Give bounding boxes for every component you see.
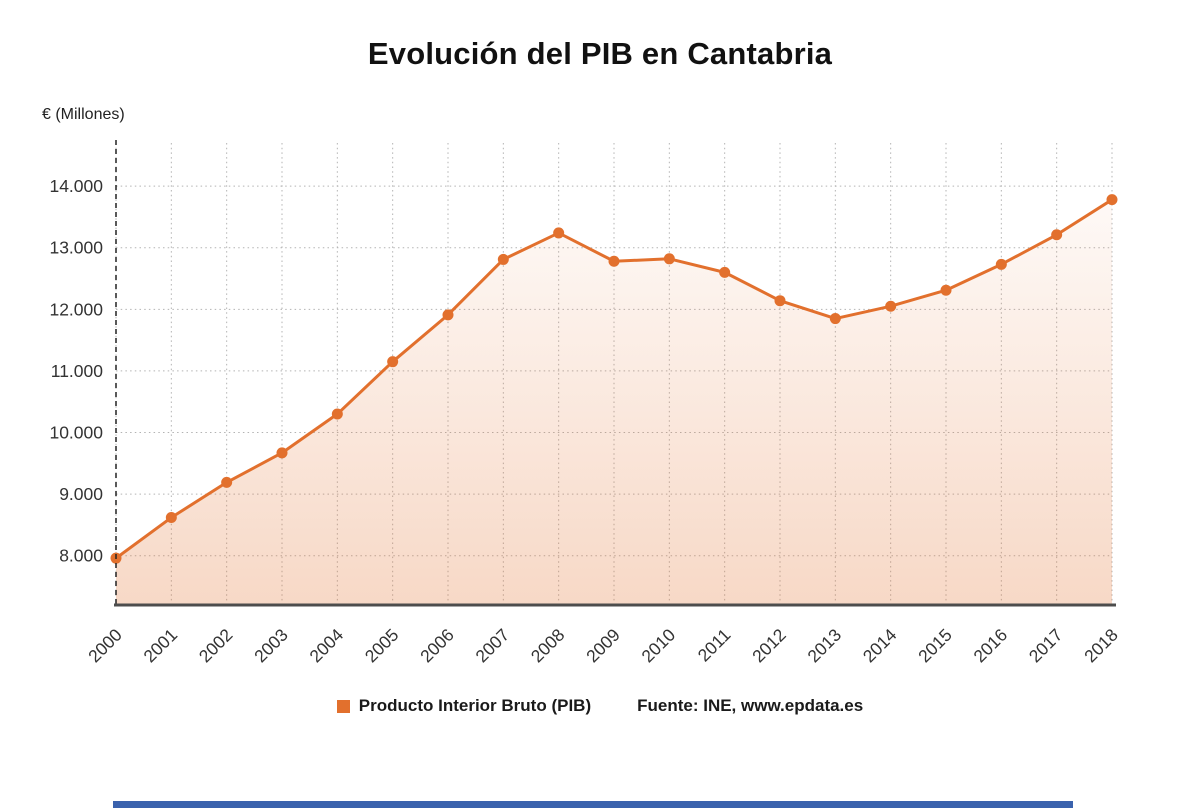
legend-item-pib: Producto Interior Bruto (PIB) [336, 696, 592, 716]
svg-text:2003: 2003 [250, 625, 292, 667]
svg-text:2007: 2007 [471, 625, 513, 667]
svg-text:2010: 2010 [637, 625, 679, 667]
svg-text:2004: 2004 [305, 625, 347, 667]
svg-text:2009: 2009 [582, 625, 624, 667]
svg-text:13.000: 13.000 [49, 238, 103, 258]
legend-label: Producto Interior Bruto (PIB) [358, 696, 592, 715]
svg-text:2000: 2000 [84, 625, 126, 667]
svg-text:10.000: 10.000 [49, 423, 103, 443]
legend-row: Producto Interior Bruto (PIB) Fuente: IN… [0, 696, 1200, 716]
svg-text:12.000: 12.000 [49, 299, 103, 319]
svg-text:2002: 2002 [195, 625, 237, 667]
svg-text:2016: 2016 [969, 625, 1011, 667]
svg-text:9.000: 9.000 [59, 484, 103, 504]
svg-text:2001: 2001 [139, 625, 181, 667]
svg-text:2015: 2015 [914, 625, 956, 667]
svg-text:2005: 2005 [361, 625, 403, 667]
svg-text:2008: 2008 [527, 625, 569, 667]
svg-text:14.000: 14.000 [49, 176, 103, 196]
svg-text:2014: 2014 [859, 625, 901, 667]
y-axis-unit-label: € (Millones) [42, 106, 125, 123]
svg-text:2006: 2006 [416, 625, 458, 667]
svg-text:2013: 2013 [803, 625, 845, 667]
svg-text:2012: 2012 [748, 625, 790, 667]
svg-text:2018: 2018 [1080, 625, 1122, 667]
chart-title: Evolución del PIB en Cantabria [367, 36, 833, 71]
legend-swatch-icon [336, 699, 350, 713]
svg-text:11.000: 11.000 [51, 361, 103, 381]
svg-text:2011: 2011 [694, 625, 735, 666]
svg-text:8.000: 8.000 [59, 546, 103, 566]
source-label: Fuente: INE, www.epdata.es [637, 696, 864, 715]
svg-text:2017: 2017 [1025, 625, 1067, 667]
footer-accent-bar [113, 801, 1073, 808]
line-chart: 8.000 9.000 10.000 11.000 12.000 13.000 14.000… [49, 140, 1122, 667]
